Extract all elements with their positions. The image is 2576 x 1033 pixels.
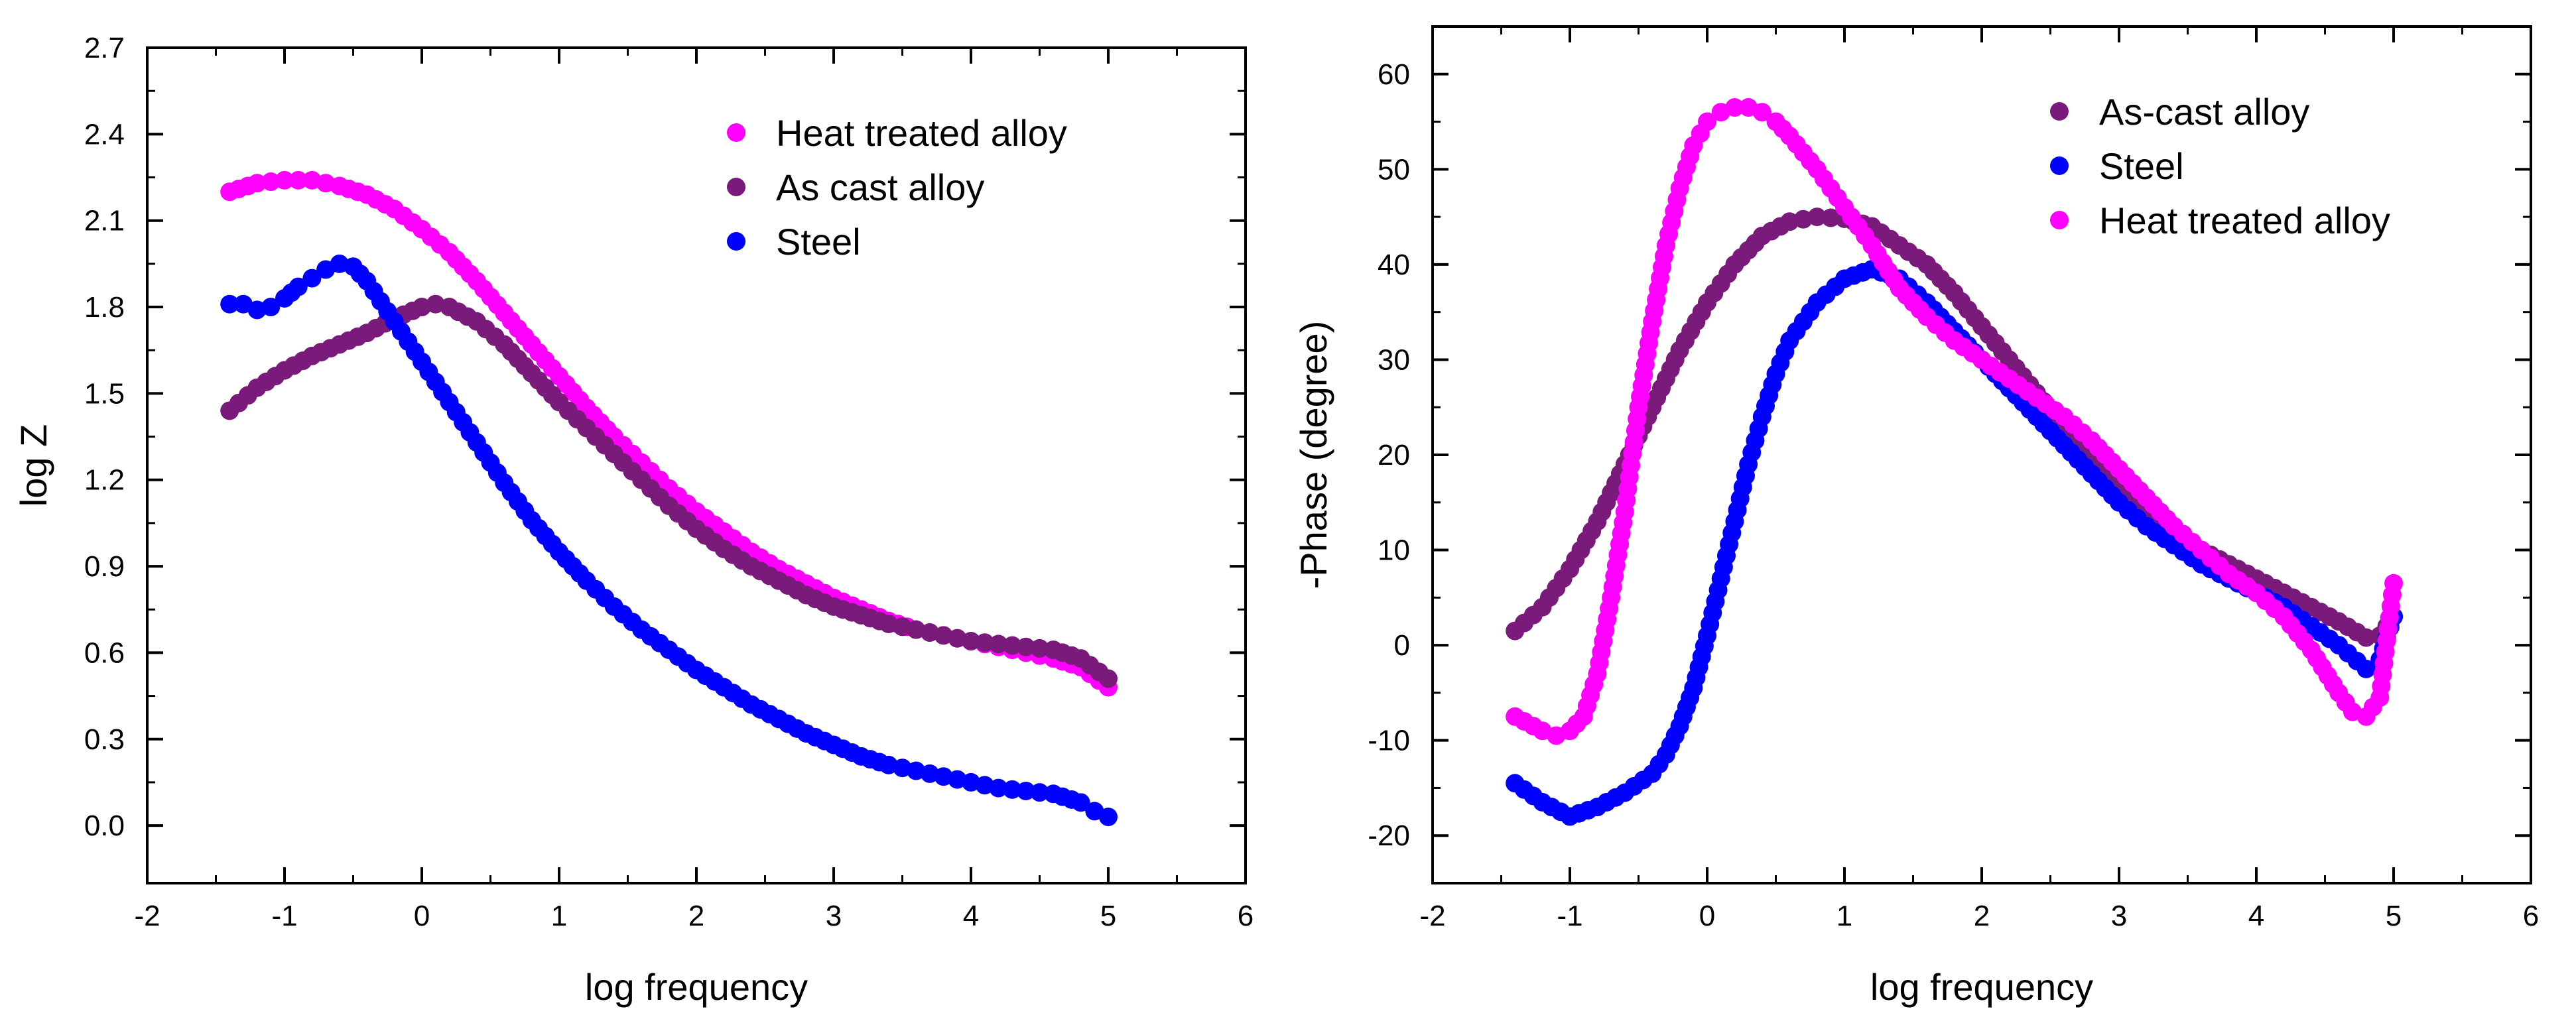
x-tick-label: -1 (271, 900, 297, 932)
series-heat-treated-alloy (220, 170, 1118, 697)
y-tick-label: 30 (1378, 343, 1410, 376)
data-point (1099, 669, 1118, 688)
x-tick-label: 2 (1974, 900, 1990, 932)
data-point (1752, 103, 1771, 122)
x-tick-label: -1 (1557, 900, 1582, 932)
data-point (220, 294, 239, 314)
legend-label: As-cast alloy (2099, 91, 2309, 133)
data-point-interp (1030, 783, 1049, 802)
y-tick-label: -10 (1368, 725, 1410, 757)
x-tick-label: 6 (2523, 900, 2539, 932)
data-point (1807, 208, 1827, 227)
y-tick-label: 0 (1394, 629, 1410, 662)
y-tick-label: -20 (1368, 820, 1410, 852)
data-point (2356, 628, 2376, 647)
y-tick-label: 50 (1378, 153, 1410, 186)
plot-frame (1431, 25, 2532, 884)
logz-chart-panel: -2 -1 0 1 2 3 4 5 6 0.0 0.3 0.6 0.9 1.2 1.5 1.8 2.1 2.4 2.… (13, 32, 1254, 1008)
data-point-interp (975, 633, 994, 652)
legend-label: As cast alloy (776, 166, 984, 208)
data-point (1725, 98, 1744, 117)
data-point-interp (289, 170, 308, 190)
data-point (1016, 637, 1035, 656)
data-point (247, 174, 267, 193)
data-point (1780, 212, 1799, 231)
x-tick-label: 2 (688, 900, 704, 932)
y-tick-label: 60 (1378, 58, 1410, 91)
legend-marker (727, 178, 745, 196)
legend-label: Steel (2099, 145, 2184, 187)
y-tick-label: 0.9 (84, 550, 125, 583)
x-tick-label: -2 (134, 900, 160, 932)
data-point (2384, 574, 2403, 593)
data-point (1698, 112, 1716, 131)
legend-marker (2050, 211, 2069, 229)
legend-label: Heat treated alloy (2099, 200, 2390, 241)
legend-marker (727, 123, 745, 142)
y-tick-label: 10 (1378, 534, 1410, 567)
data-point (275, 170, 294, 190)
data-point (1099, 808, 1118, 827)
y-tick-label: 1.8 (84, 291, 125, 324)
series-as-cast-alloy (220, 294, 1118, 688)
x-tick-label: 3 (826, 900, 842, 932)
data-point-interp (1793, 210, 1813, 229)
data-point (302, 269, 322, 288)
y-tick-label: 2.1 (84, 205, 125, 237)
data-point (1016, 781, 1035, 800)
y-tick-label: 1.2 (84, 464, 125, 497)
data-point (989, 635, 1008, 654)
x-tick-label: 4 (2248, 900, 2264, 932)
legend-marker (2050, 102, 2069, 121)
y-tick-label: 0.6 (84, 637, 125, 669)
legend-label: Heat treated alloy (776, 112, 1067, 154)
data-point-interp (1003, 780, 1022, 799)
data-point (289, 277, 308, 296)
x-axis-title: log frequency (585, 966, 808, 1008)
data-point-interp (261, 172, 281, 192)
y-axis-title: -Phase (degree) (1293, 321, 1334, 589)
y-tick-label: 0.0 (84, 810, 125, 842)
y-tick-label: 1.5 (84, 377, 125, 410)
x-tick-label: 5 (1100, 900, 1116, 932)
series-steel (220, 254, 1118, 827)
x-tick-label: 3 (2111, 900, 2127, 932)
data-point (989, 778, 1008, 798)
data-point (962, 632, 980, 651)
data-point-interp (1030, 638, 1049, 658)
y-tick-label: 2.7 (84, 32, 125, 64)
legend-marker (2050, 156, 2069, 175)
x-tick-label: 1 (551, 900, 567, 932)
x-tick-label: 1 (1836, 900, 1852, 932)
legend-label: Steel (776, 221, 861, 263)
y-tick-label: 20 (1378, 439, 1410, 471)
data-point-interp (1821, 208, 1840, 227)
legend-marker (727, 232, 745, 251)
x-tick-label: 0 (1699, 900, 1715, 932)
x-tick-label: 4 (963, 900, 979, 932)
x-tick-label: -2 (1419, 900, 1445, 932)
y-axis-title: log Z (13, 424, 54, 507)
data-point (261, 298, 281, 317)
y-tick-label: 2.4 (84, 118, 125, 151)
y-tick-label: 40 (1378, 249, 1410, 281)
data-point (2356, 660, 2376, 678)
x-tick-label: 6 (1238, 900, 1254, 932)
x-tick-label: 5 (2386, 900, 2402, 932)
x-axis-title: log frequency (1870, 966, 2093, 1008)
data-point-interp (1003, 636, 1022, 655)
data-point (1071, 793, 1090, 812)
y-tick-label: 0.3 (84, 723, 125, 756)
series-heat-treated-alloy (1506, 98, 2403, 745)
x-tick-label: 0 (414, 900, 430, 932)
